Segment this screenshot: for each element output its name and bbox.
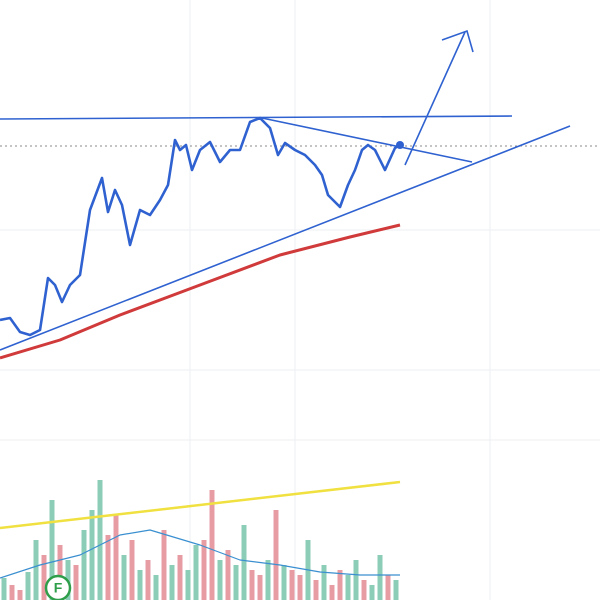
- lines: [0, 116, 401, 360]
- volume-bar: [385, 575, 391, 600]
- volume-bar: [81, 530, 87, 600]
- volume-bar: [177, 555, 183, 600]
- volume-bar: [129, 540, 135, 600]
- arrow-head: [441, 29, 474, 53]
- volume-bar: [105, 535, 111, 600]
- volume-pane: [0, 480, 401, 600]
- volume-bar: [281, 565, 287, 600]
- volume-bar: [1, 578, 7, 600]
- series-line: [0, 529, 400, 579]
- volume-bar: [201, 540, 207, 600]
- volume-bar: [321, 565, 327, 600]
- volume-bar: [393, 580, 399, 600]
- volume-bar: [217, 560, 223, 600]
- volume-bar: [153, 575, 159, 600]
- volume-bar: [233, 565, 239, 600]
- wedge-line: [261, 117, 473, 163]
- volume-bar: [353, 560, 359, 600]
- volume-bar: [225, 550, 231, 600]
- volume-bar: [25, 572, 31, 600]
- volume-bar: [41, 555, 47, 600]
- volume-bar: [377, 555, 383, 600]
- volume-bar: [265, 560, 271, 600]
- volume-bar: [337, 570, 343, 600]
- volume-bar: [329, 585, 335, 600]
- volume-bar: [17, 590, 23, 600]
- volume-bar: [273, 510, 279, 600]
- volume-bar: [161, 530, 167, 600]
- volume-bar: [241, 525, 247, 600]
- volume-bar: [121, 555, 127, 600]
- annotations: [0, 29, 571, 351]
- series-line: [0, 116, 401, 337]
- volume-bar: [297, 575, 303, 600]
- volume-bar: [73, 565, 79, 600]
- volume-bar: [89, 510, 95, 600]
- volume-bar: [369, 585, 375, 600]
- event-marker: [44, 574, 72, 600]
- last-point: [396, 141, 404, 149]
- volume-bar: [257, 575, 263, 600]
- volume-bar: [169, 565, 175, 600]
- event-label: F: [54, 580, 63, 596]
- volume-bar: [57, 545, 63, 600]
- volume-bar: [289, 570, 295, 600]
- volume-bar: [209, 490, 215, 600]
- volume-bar: [33, 540, 39, 600]
- volume-bar: [137, 570, 143, 600]
- support-line: [0, 125, 571, 351]
- volume-bar: [313, 580, 319, 600]
- volume-bar: [193, 545, 199, 600]
- volume-bar: [249, 570, 255, 600]
- series-line: [0, 223, 401, 360]
- volume-bar: [145, 560, 151, 600]
- volume-bar: [97, 480, 103, 600]
- volume-bar: [185, 570, 191, 600]
- volume-bar: [49, 500, 55, 600]
- volume-bar: [9, 585, 15, 600]
- volume-bar: [345, 575, 351, 600]
- arrow: [404, 31, 466, 166]
- series-line: [0, 480, 401, 530]
- volume-bar: [361, 580, 367, 600]
- volume-bar: [113, 515, 119, 600]
